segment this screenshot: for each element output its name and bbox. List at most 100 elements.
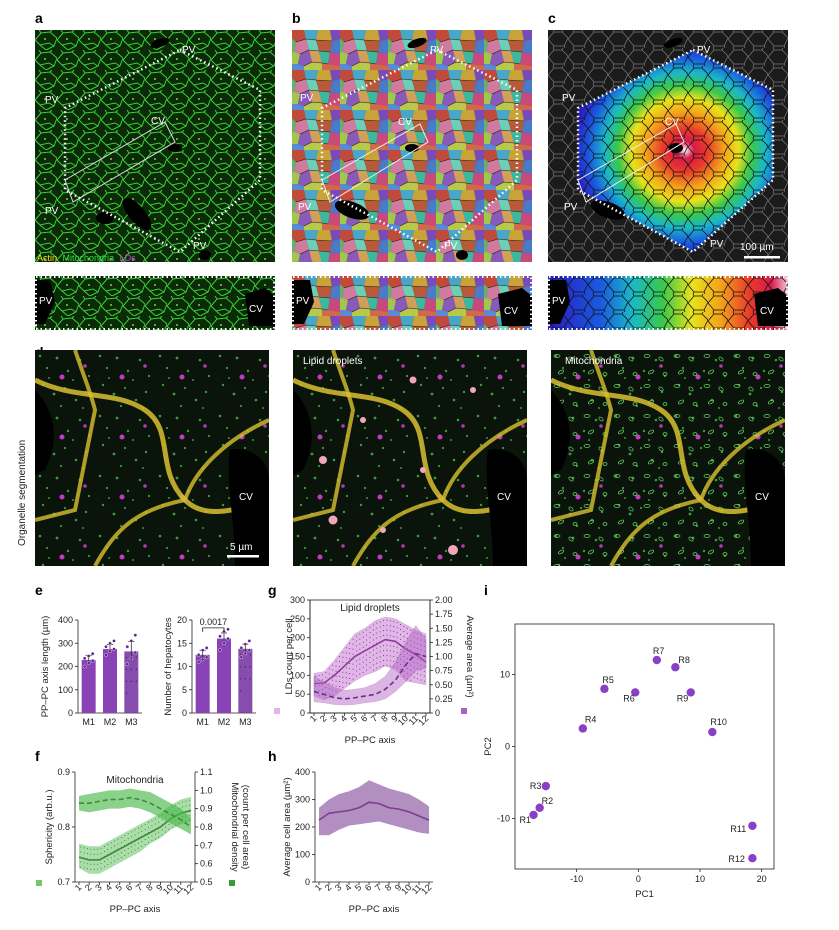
band-texture-dot — [342, 686, 344, 688]
scale-bar — [227, 555, 259, 558]
legend-swatch-average-area — [461, 708, 467, 714]
band-texture-dot — [420, 634, 422, 636]
band-texture-dot — [417, 638, 419, 640]
chart-e1-y-tick-label: 0 — [68, 708, 73, 718]
band-texture-dot — [349, 647, 351, 649]
bar-hatch-dot — [135, 680, 137, 682]
band-texture-dot — [117, 843, 119, 845]
bar-hatch-dot — [125, 680, 127, 682]
side-label-container: Organelle segmentation — [14, 440, 28, 550]
band-texture-dot — [338, 681, 340, 683]
x-tick-label: 2 — [318, 713, 329, 724]
panel-d-title-lipid-droplets: Lipid droplets — [303, 356, 362, 367]
point-R1 — [529, 810, 538, 820]
band-texture-dot — [328, 693, 330, 695]
band-texture-dot — [406, 627, 408, 629]
band-texture-dot — [332, 684, 334, 686]
band-texture-dot — [80, 846, 82, 848]
chart-e2-y-tick-label: 5 — [182, 685, 187, 695]
micrograph-a: PV PV CV PV PV Actin Mitochondria LDs — [35, 30, 275, 262]
data-point — [82, 656, 87, 661]
band-texture-dot — [103, 851, 105, 852]
band-texture-dot — [386, 634, 388, 636]
band-texture-dot — [366, 669, 368, 671]
band-texture-dot — [134, 834, 136, 836]
band-texture-dot — [355, 660, 357, 662]
band-texture-dot — [417, 643, 419, 645]
band-texture-dot — [90, 848, 92, 850]
band-texture-dot — [318, 685, 320, 687]
band-texture-dot — [100, 847, 102, 849]
x-tick-label: 7 — [134, 882, 145, 893]
band-texture-dot — [352, 638, 354, 640]
band-texture-dot — [417, 668, 419, 670]
data-point — [247, 648, 252, 653]
band-texture-dot — [342, 651, 344, 653]
micrograph-d1: CV 5 µm — [35, 350, 269, 566]
chart-g-yright-tick-label: 0.75 — [435, 666, 453, 676]
chart-g-yright-tick-label: 2.00 — [435, 595, 453, 605]
chart-f-yright-tick-label: 0.5 — [200, 877, 213, 887]
band-texture-dot — [372, 639, 374, 641]
band-texture-dot — [124, 850, 126, 851]
band-texture-dot — [420, 664, 422, 666]
band-texture-dot — [410, 664, 412, 666]
band-texture-dot — [372, 624, 374, 626]
band-texture-dot — [413, 636, 415, 638]
chart-g-yright-tick-label: 0.25 — [435, 694, 453, 704]
band-texture-dot — [386, 664, 388, 666]
band-texture-dot — [413, 646, 415, 648]
label-cv: CV — [755, 492, 769, 503]
band-texture-dot — [342, 671, 344, 673]
band-texture-dot — [369, 651, 371, 653]
band-texture-dot — [335, 670, 337, 672]
bar-M1 — [81, 659, 96, 713]
band-texture-dot — [423, 645, 425, 647]
label-cv: CV — [497, 492, 511, 503]
band-texture-dot — [386, 619, 388, 621]
band-texture-dot — [117, 838, 119, 840]
band-texture-dot — [151, 840, 153, 842]
band-texture-dot — [86, 848, 88, 850]
x-tick-label: M1 — [82, 717, 95, 727]
band-texture-dot — [352, 668, 354, 670]
legend-swatch-sphericity — [36, 880, 42, 886]
bar-hatch-dot — [239, 678, 241, 680]
band-texture-dot — [389, 660, 391, 662]
band-texture-dot — [413, 671, 415, 673]
band-texture-dot — [423, 675, 425, 677]
band-texture-dot — [171, 826, 173, 828]
chart-h-ylabel: Average cell area (µm²) — [282, 777, 293, 876]
band-texture-dot — [400, 669, 402, 671]
band-texture-dot — [328, 668, 330, 670]
point-label-R8: R8 — [678, 655, 690, 665]
chart-f-yleft-tick-label: 0.9 — [57, 767, 70, 777]
band-texture-dot — [413, 666, 415, 668]
chart-f-yright-tick-label: 0.8 — [200, 822, 213, 832]
band-texture-dot — [315, 685, 317, 687]
band-texture-dot — [417, 663, 419, 665]
point-label-R6: R6 — [623, 693, 635, 703]
band-texture-dot — [410, 639, 412, 641]
band-texture-dot — [107, 859, 109, 861]
band-texture-dot — [154, 833, 156, 835]
chart-f-y2label: Mitochondrial density — [229, 782, 240, 871]
label-pv: PV — [298, 202, 312, 213]
y-tick-label: 0 — [505, 742, 510, 752]
point-R11 — [748, 821, 757, 830]
band-texture-dot — [127, 833, 129, 835]
band-texture-dot — [151, 835, 153, 837]
chart-h-xlabel: PP–PC axis — [349, 904, 400, 915]
band-texture-dot — [325, 692, 327, 694]
band-texture-dot — [182, 801, 184, 803]
band-texture-dot — [406, 667, 408, 669]
band-texture-dot — [80, 861, 82, 863]
band-texture-dot — [161, 834, 163, 836]
point-R5 — [600, 684, 609, 694]
band-texture-dot — [332, 694, 334, 696]
band-texture-dot — [90, 868, 92, 870]
data-point — [104, 644, 108, 649]
x-tick-label: M3 — [239, 717, 252, 727]
band-texture-dot — [349, 677, 351, 679]
x-tick-label: 1 — [313, 882, 324, 893]
